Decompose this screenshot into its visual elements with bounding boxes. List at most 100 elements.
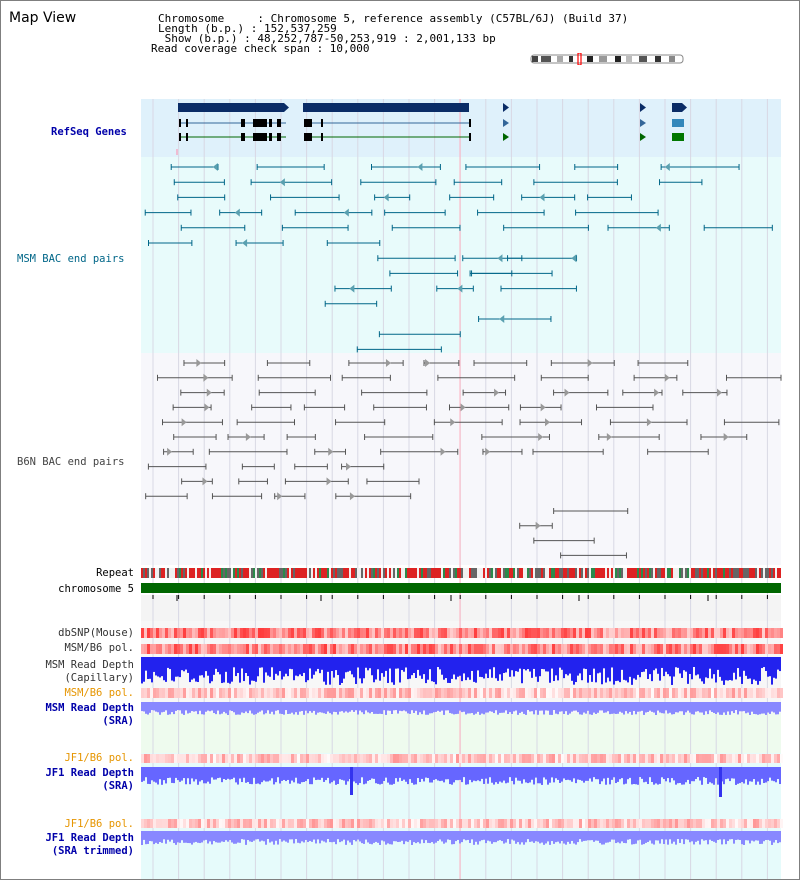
- repeat-cell: [359, 568, 361, 578]
- depth-bar: [611, 831, 613, 840]
- jf1-b6-pol-label[interactable]: JF1/B6 pol.: [64, 752, 134, 764]
- heat-cell: [390, 644, 393, 654]
- heat-cell: [480, 628, 483, 638]
- refseq-genes-label[interactable]: RefSeq Genes: [51, 126, 127, 138]
- heat-cell: [267, 688, 270, 698]
- heat-cell: [486, 644, 489, 654]
- jf1-b6-pol-2-label[interactable]: JF1/B6 pol.: [64, 818, 134, 830]
- depth-bar: [349, 657, 351, 671]
- depth-bar: [597, 702, 599, 713]
- repeat-cell: [667, 568, 669, 578]
- depth-bar: [559, 767, 561, 783]
- depth-bar: [547, 657, 549, 672]
- depth-bar: [363, 767, 365, 785]
- repeat-cell: [521, 568, 523, 578]
- jf1-read-depth-label[interactable]: JF1 Read Depth: [45, 767, 134, 779]
- depth-bar: [225, 831, 227, 841]
- repeat-cell: [255, 568, 257, 578]
- msm-b6-pol-label[interactable]: MSM/B6 pol.: [64, 642, 134, 654]
- heat-cell: [177, 628, 180, 638]
- heat-cell: [645, 754, 648, 763]
- depth-bar: [587, 767, 589, 781]
- depth-bar: [575, 657, 577, 683]
- heat-cell: [336, 688, 339, 698]
- depth-bar: [611, 657, 613, 668]
- heat-cell: [705, 688, 708, 698]
- heat-cell: [222, 644, 225, 654]
- heat-cell: [714, 644, 717, 654]
- heat-cell: [486, 754, 489, 763]
- heat-cell: [732, 754, 735, 763]
- heat-cell: [264, 628, 267, 638]
- repeat-cell: [721, 568, 723, 578]
- heat-cell: [315, 688, 318, 698]
- heat-cell: [162, 819, 165, 828]
- depth-bar: [647, 831, 649, 842]
- depth-bar: [571, 657, 573, 681]
- depth-bar: [493, 702, 495, 714]
- heat-cell: [498, 754, 501, 763]
- bac-arrow: [723, 433, 729, 441]
- msm-bac-label[interactable]: MSM BAC end pairs: [17, 253, 125, 265]
- heat-cell: [141, 688, 144, 698]
- chromosome-ideogram[interactable]: [529, 53, 687, 65]
- depth-bar: [553, 831, 555, 844]
- heat-cell: [156, 754, 159, 763]
- depth-bar: [721, 657, 723, 681]
- depth-bar: [249, 767, 251, 784]
- depth-bar: [493, 657, 495, 668]
- msm-read-depth-sra-label[interactable]: MSM Read Depth: [45, 702, 134, 714]
- depth-bar: [361, 831, 363, 844]
- depth-bar: [159, 657, 161, 678]
- heat-cell: [423, 688, 426, 698]
- heat-cell: [246, 644, 249, 654]
- heat-cell: [564, 628, 567, 638]
- depth-bar: [567, 702, 569, 715]
- b6n-bac-label[interactable]: B6N BAC end pairs: [17, 456, 125, 468]
- repeat-cell: [247, 568, 249, 578]
- msm-read-depth-cap-label[interactable]: MSM Read Depth: [45, 659, 134, 671]
- depth-bar: [375, 767, 377, 784]
- depth-bar: [507, 831, 509, 840]
- depth-bar: [555, 657, 557, 676]
- heat-cell: [567, 819, 570, 828]
- heat-cell: [150, 819, 153, 828]
- heat-cell: [438, 688, 441, 698]
- heat-cell: [579, 688, 582, 698]
- msm-b6-pol-2-label[interactable]: MSM/B6 pol.: [64, 687, 134, 699]
- depth-bar: [171, 767, 173, 783]
- depth-bar: [413, 831, 415, 843]
- bac-arrow: [349, 492, 355, 501]
- depth-bar: [347, 767, 349, 782]
- jf1-read-depth-trim-label[interactable]: JF1 Read Depth: [45, 832, 134, 844]
- repeat-cell: [623, 568, 625, 578]
- depth-bar: [543, 702, 545, 715]
- depth-bar: [511, 767, 513, 781]
- depth-bar: [387, 657, 389, 683]
- repeat-cell: [441, 568, 443, 578]
- depth-bar: [411, 767, 413, 783]
- depth-bar: [517, 702, 519, 715]
- heat-cell: [579, 754, 582, 763]
- depth-bar: [673, 657, 675, 677]
- depth-bar: [269, 767, 271, 781]
- heat-cell: [291, 819, 294, 828]
- heat-cell: [696, 644, 699, 654]
- heat-cell: [201, 688, 204, 698]
- depth-bar: [217, 767, 219, 779]
- heat-cell: [456, 628, 459, 638]
- depth-bar: [707, 831, 709, 845]
- heat-cell: [363, 819, 366, 828]
- heat-cell: [765, 688, 768, 698]
- heat-cell: [216, 628, 219, 638]
- depth-bar: [451, 767, 453, 785]
- depth-bar: [625, 657, 627, 681]
- bac-arrow: [181, 418, 187, 427]
- dbsnp-label[interactable]: dbSNP(Mouse): [58, 627, 134, 639]
- depth-bar: [283, 657, 285, 677]
- depth-bar: [159, 831, 161, 843]
- depth-bar: [421, 702, 423, 715]
- heat-cell: [522, 819, 525, 828]
- heat-cell: [594, 628, 597, 638]
